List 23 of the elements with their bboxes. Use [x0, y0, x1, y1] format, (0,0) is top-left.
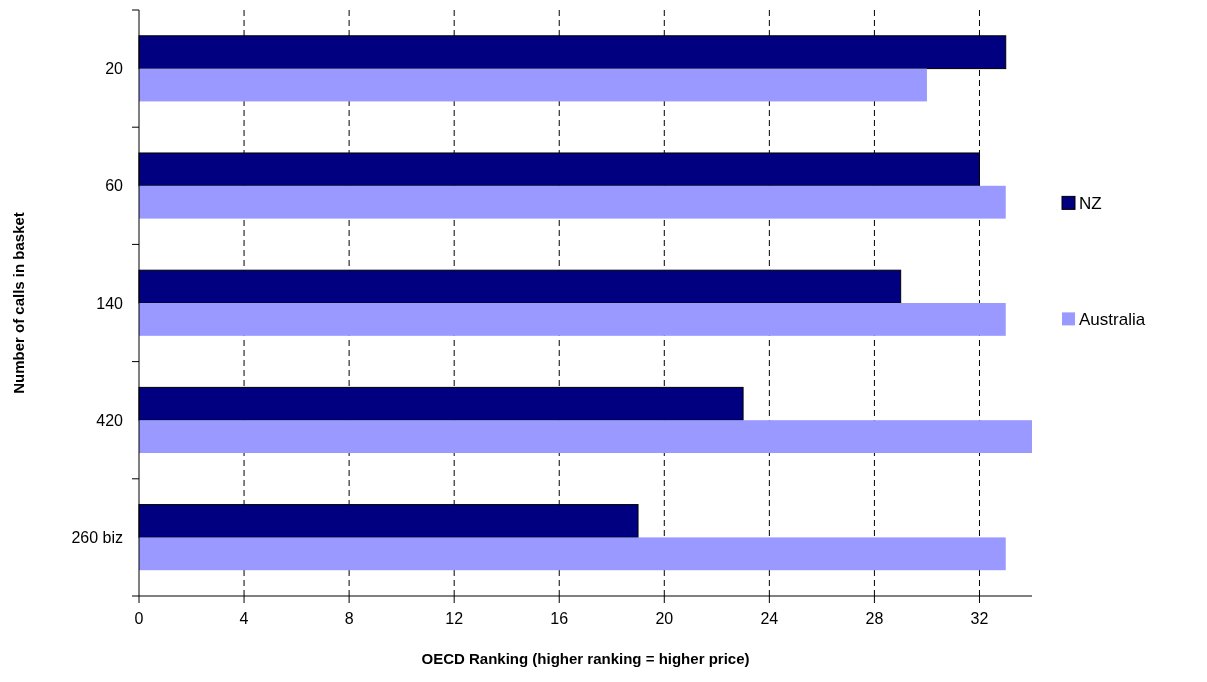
y-axis-title: Number of calls in basket — [10, 212, 27, 394]
bar — [139, 68, 927, 102]
x-tick-label: 32 — [970, 610, 989, 627]
bar — [139, 537, 1006, 571]
x-tick-label: 8 — [344, 610, 354, 627]
bar — [139, 420, 1032, 454]
x-tick-label: 16 — [550, 610, 569, 627]
legend-label: NZ — [1079, 194, 1102, 214]
x-tick-label: 20 — [655, 610, 674, 627]
legend-label: Australia — [1079, 310, 1146, 330]
bar — [139, 303, 1006, 336]
bar — [139, 185, 1006, 219]
y-tick-label: 140 — [96, 294, 124, 312]
x-axis-title: OECD Ranking (higher ranking = higher price) — [421, 650, 750, 667]
y-tick-label: 20 — [105, 60, 124, 78]
x-tick-label: 24 — [760, 610, 779, 627]
x-tick-label: 0 — [134, 610, 144, 627]
x-tick-label: 28 — [865, 610, 884, 627]
y-tick-label: 420 — [96, 411, 124, 429]
y-tick-label: 60 — [105, 177, 124, 195]
x-tick-label: 12 — [445, 610, 464, 627]
y-tick-label: 260 biz — [71, 529, 123, 546]
x-tick-label: 4 — [239, 610, 249, 627]
